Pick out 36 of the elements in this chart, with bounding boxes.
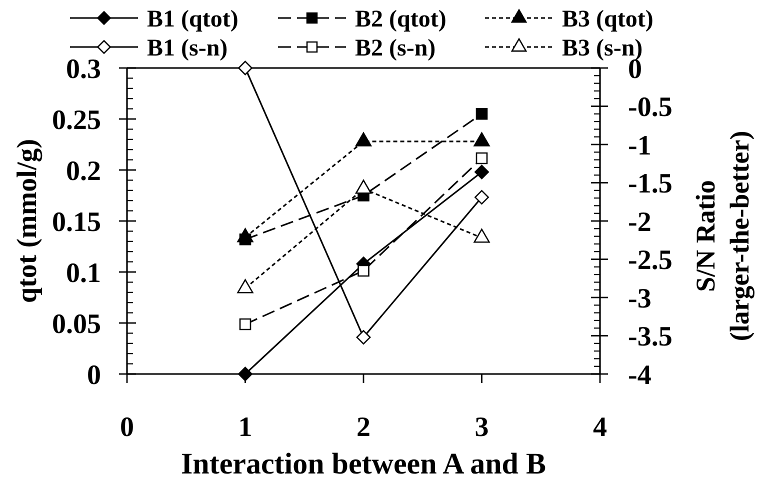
y2-tick-label: -4 <box>628 360 652 391</box>
y2-tick-label: -3.5 <box>628 322 672 353</box>
y-tick-label: 0.1 <box>66 258 101 289</box>
legend-label: B2 (qtot) <box>355 6 446 32</box>
y2-axis-title: S/N Ratio (larger-the-better) <box>690 130 754 342</box>
point <box>358 264 370 277</box>
y2-tick-label: -0.5 <box>628 92 672 124</box>
point <box>474 164 489 180</box>
x-tick-label: 0 <box>120 412 134 443</box>
legend-label: B3 (qtot) <box>562 6 654 32</box>
x-tick-label: 1 <box>238 412 252 443</box>
point <box>356 330 371 344</box>
legend-label: B2 (s-n) <box>355 35 436 62</box>
x-tick-label: 3 <box>474 412 489 443</box>
x-tick-label: 2 <box>356 412 370 443</box>
y-tick-label: 0.2 <box>66 156 101 187</box>
y-tick-label: 0.3 <box>66 54 101 85</box>
y-tick-label: 0.25 <box>52 104 101 136</box>
y2-tick-label: -2 <box>628 206 652 238</box>
x-axis-title: Interaction between A and B <box>180 448 546 480</box>
y2-tick-label: -1 <box>628 130 652 162</box>
legend-label: B1 (qtot) <box>147 6 238 32</box>
point <box>239 318 252 330</box>
point <box>476 108 488 120</box>
y-tick-label: 0.15 <box>52 206 101 238</box>
y2-tick-label: -1.5 <box>628 168 672 200</box>
y2-tick-label: -2.5 <box>628 245 672 276</box>
y-tick-label: 0.05 <box>52 308 101 340</box>
y2-tick-label: -3 <box>628 283 652 314</box>
y-axis-title: qtot (mmol/g) <box>12 138 43 304</box>
point <box>476 152 488 164</box>
point <box>474 190 489 205</box>
x-tick-label: 4 <box>593 412 607 443</box>
legend-label: B1 (s-n) <box>147 35 228 62</box>
point <box>238 60 252 76</box>
y-tick-label: 0 <box>87 360 101 391</box>
